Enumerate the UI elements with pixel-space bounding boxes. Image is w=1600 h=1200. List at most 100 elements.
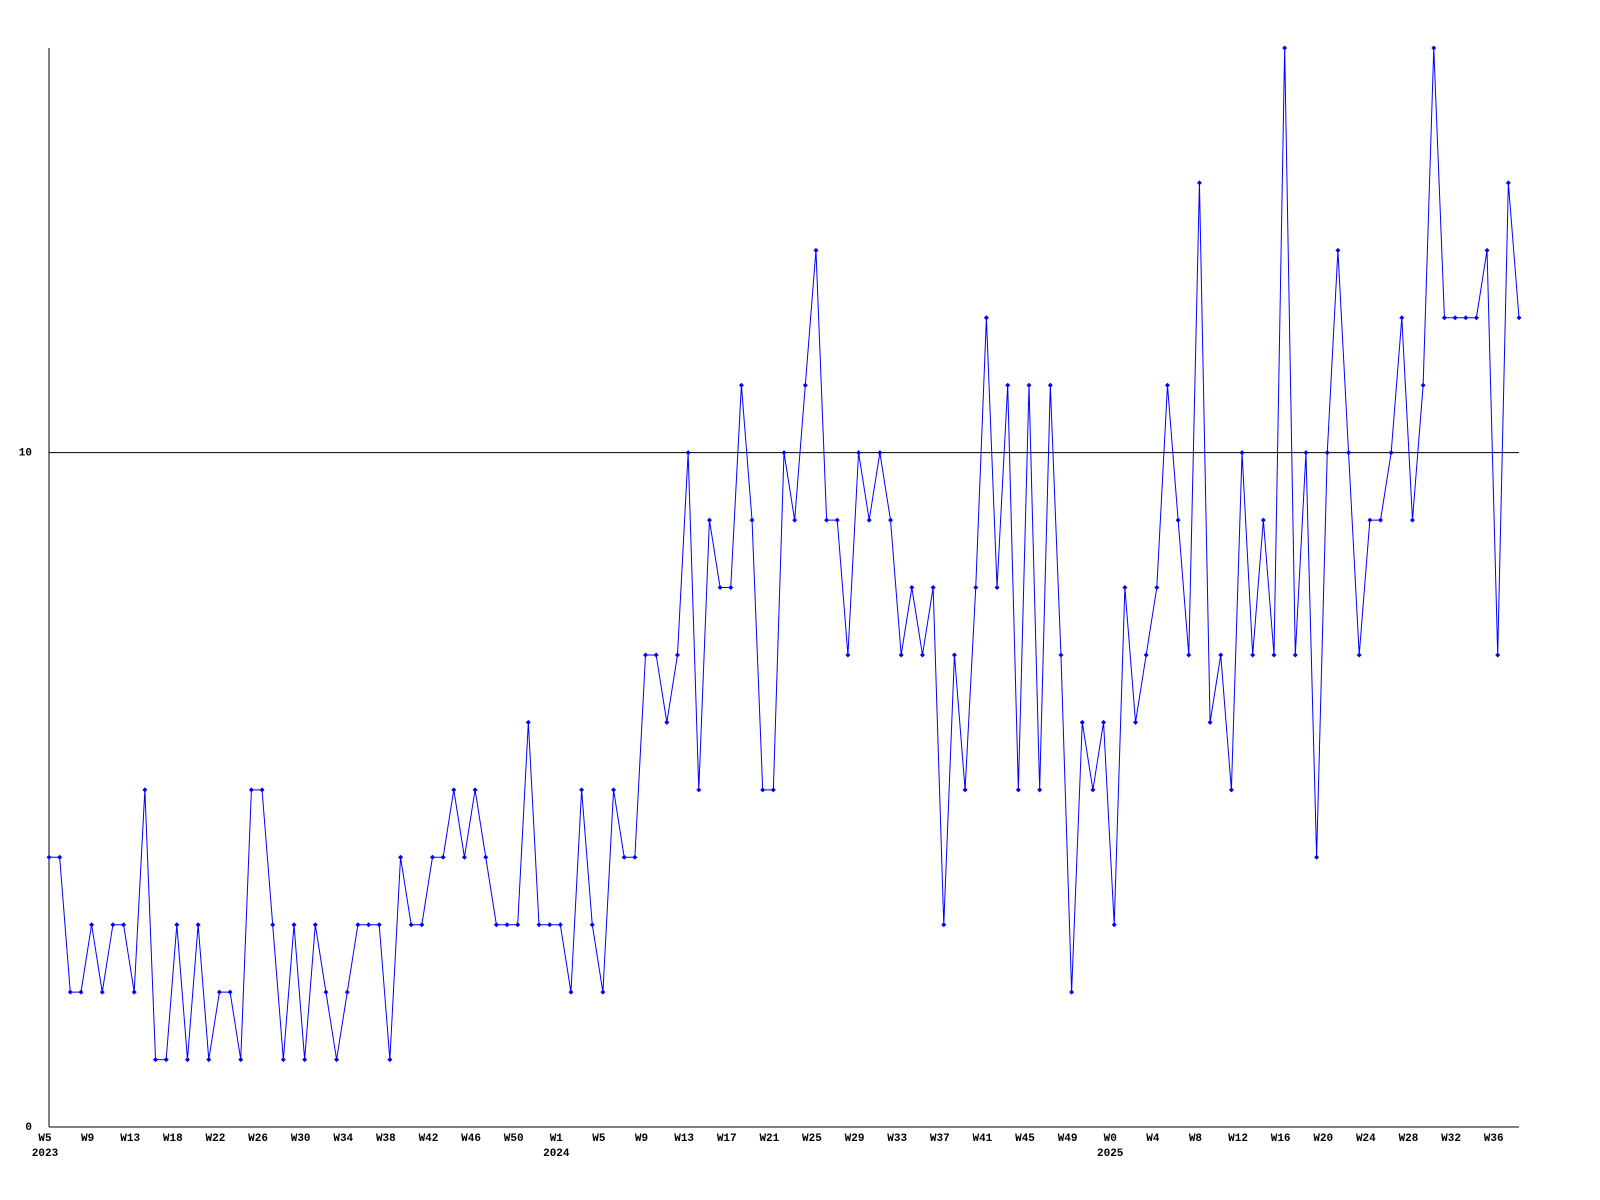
data-point <box>1164 382 1170 388</box>
data-point <box>781 450 787 456</box>
data-point <box>1133 719 1139 725</box>
data-point <box>1271 652 1277 658</box>
x-tick-label: W25 <box>802 1133 822 1145</box>
data-point <box>376 922 382 928</box>
data-point <box>738 382 744 388</box>
data-point <box>1196 180 1202 186</box>
data-point <box>270 922 276 928</box>
x-tick-label: W45 <box>1015 1133 1035 1145</box>
data-point <box>1516 315 1522 321</box>
data-point <box>1378 517 1384 523</box>
data-point <box>163 1057 169 1063</box>
data-point <box>334 1057 340 1063</box>
data-point <box>408 922 414 928</box>
y-tick-label: 0 <box>25 1122 32 1134</box>
x-year-label: 2025 <box>1097 1148 1124 1160</box>
x-tick-label: W1 <box>550 1133 564 1145</box>
data-point <box>1143 652 1149 658</box>
x-tick-label: W0 <box>1104 1133 1117 1145</box>
x-tick-label: W41 <box>972 1133 992 1145</box>
data-point <box>206 1057 212 1063</box>
data-point <box>557 922 563 928</box>
data-point <box>1186 652 1192 658</box>
data-point <box>259 787 265 793</box>
data-point <box>1058 652 1064 658</box>
data-point <box>1463 315 1469 321</box>
data-point <box>1015 787 1021 793</box>
data-point <box>78 989 84 995</box>
data-point <box>973 585 979 590</box>
data-point <box>813 247 819 253</box>
data-point <box>1069 989 1075 995</box>
data-point <box>110 922 116 928</box>
data-point <box>57 854 63 860</box>
data-point <box>696 787 702 793</box>
data-point <box>728 585 734 590</box>
data-point <box>483 854 489 860</box>
data-point <box>919 652 925 658</box>
data-point <box>685 450 691 456</box>
data-point <box>1282 45 1288 51</box>
data-point <box>824 517 830 523</box>
data-point <box>355 922 361 928</box>
data-point <box>280 1057 286 1063</box>
data-point <box>493 922 499 928</box>
x-tick-label: W5 <box>38 1133 52 1145</box>
data-point <box>1324 450 1330 456</box>
data-point <box>856 450 862 456</box>
data-point <box>1079 719 1085 725</box>
data-point <box>611 787 617 793</box>
data-point <box>1090 787 1096 793</box>
x-tick-label: W42 <box>419 1133 439 1145</box>
data-point <box>99 989 105 995</box>
data-point <box>1367 517 1373 523</box>
data-point <box>131 989 137 995</box>
data-point <box>1473 315 1479 321</box>
x-tick-label: W13 <box>120 1133 140 1145</box>
data-point <box>525 719 531 725</box>
x-tick-label: W30 <box>291 1133 311 1145</box>
x-tick-label: W29 <box>845 1133 865 1145</box>
x-tick-label: W17 <box>717 1133 737 1145</box>
data-point <box>1420 382 1426 388</box>
data-point <box>792 517 798 523</box>
data-point <box>1303 450 1309 456</box>
data-point <box>1122 585 1128 590</box>
data-point <box>674 652 680 658</box>
x-year-label: 2024 <box>543 1148 570 1160</box>
x-tick-label: W26 <box>248 1133 268 1145</box>
data-point <box>962 787 968 793</box>
data-point <box>1388 450 1394 456</box>
data-point <box>909 585 915 590</box>
data-point <box>579 787 585 793</box>
x-tick-label: W38 <box>376 1133 396 1145</box>
data-point <box>451 787 457 793</box>
data-point <box>845 652 851 658</box>
data-point <box>121 922 127 928</box>
data-point <box>142 787 148 793</box>
data-point <box>1005 382 1011 388</box>
data-point <box>1495 652 1501 658</box>
data-point <box>1399 315 1405 321</box>
data-point <box>1218 652 1224 658</box>
data-point <box>1356 652 1362 658</box>
x-tick-label: W50 <box>504 1133 524 1145</box>
data-point <box>643 652 649 658</box>
data-point <box>472 787 478 793</box>
data-point <box>227 989 233 995</box>
data-point <box>1505 180 1511 186</box>
data-point <box>930 585 936 590</box>
x-tick-label: W16 <box>1271 1133 1291 1145</box>
x-tick-label: W13 <box>674 1133 694 1145</box>
data-point <box>941 922 947 928</box>
x-tick-label: W37 <box>930 1133 950 1145</box>
x-tick-label: W49 <box>1058 1133 1078 1145</box>
data-point <box>1452 315 1458 321</box>
data-point <box>994 585 1000 590</box>
data-point <box>1292 652 1298 658</box>
data-point <box>46 854 52 860</box>
data-point <box>898 652 904 658</box>
data-point <box>1026 382 1032 388</box>
data-point <box>536 922 542 928</box>
